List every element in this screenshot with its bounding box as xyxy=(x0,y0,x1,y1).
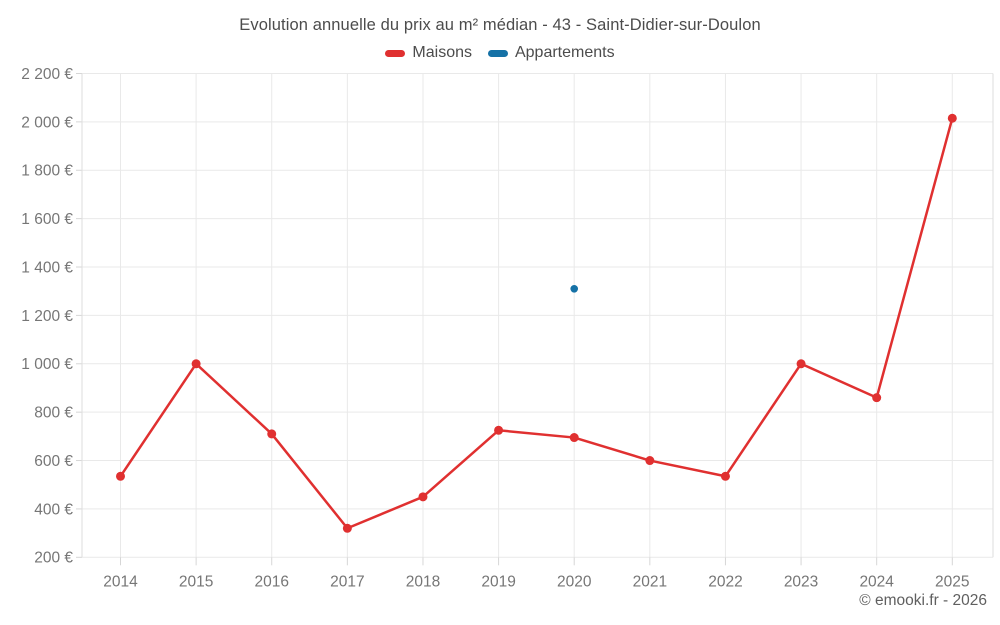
maisons-point[interactable] xyxy=(645,456,655,466)
maisons-point[interactable] xyxy=(267,429,277,439)
x-axis-label: 2014 xyxy=(103,573,138,590)
y-axis-label: 1 200 € xyxy=(21,308,73,325)
x-axis-label: 2021 xyxy=(633,573,667,590)
legend-label-maisons: Maisons xyxy=(412,44,472,61)
y-axis-label: 400 € xyxy=(34,501,73,518)
maisons-point[interactable] xyxy=(872,393,882,403)
y-axis-label: 2 000 € xyxy=(21,114,73,131)
x-axis-label: 2018 xyxy=(406,573,440,590)
maisons-point[interactable] xyxy=(796,359,806,369)
x-axis-label: 2023 xyxy=(784,573,818,590)
maisons-point[interactable] xyxy=(947,113,957,123)
x-axis-label: 2025 xyxy=(935,573,969,590)
appartements-point[interactable] xyxy=(570,284,579,293)
x-axis-label: 2019 xyxy=(481,573,515,590)
x-axis-label: 2022 xyxy=(708,573,742,590)
y-axis-label: 200 € xyxy=(34,550,73,567)
chart-legend: Maisons Appartements xyxy=(0,44,1000,62)
x-axis-label: 2024 xyxy=(859,573,894,590)
maisons-line xyxy=(119,117,954,530)
maisons-point[interactable] xyxy=(342,523,352,533)
y-axis-label: 1 600 € xyxy=(21,211,73,228)
y-axis-label: 1 400 € xyxy=(21,259,73,276)
y-axis-label: 800 € xyxy=(34,405,73,422)
legend-swatch-appartements xyxy=(487,49,508,57)
x-axis-label: 2016 xyxy=(254,573,288,590)
legend-item-appartements[interactable]: Appartements xyxy=(487,44,615,62)
maisons-point[interactable] xyxy=(418,492,428,502)
chart-title: Evolution annuelle du prix au m² médian … xyxy=(239,16,761,34)
y-axis-label: 600 € xyxy=(34,453,73,470)
y-axis-label: 1 800 € xyxy=(21,163,73,180)
copyright-text: © emooki.fr - 2026 xyxy=(859,592,987,609)
legend-swatch-maisons xyxy=(385,49,406,57)
maisons-point[interactable] xyxy=(191,359,201,369)
maisons-point[interactable] xyxy=(116,471,125,481)
maisons-point[interactable] xyxy=(720,471,730,481)
x-axis-label: 2015 xyxy=(179,573,213,590)
y-axis-label: 1 000 € xyxy=(21,356,73,373)
legend-item-maisons[interactable]: Maisons xyxy=(385,44,472,62)
y-axis-label: 2 200 € xyxy=(21,66,73,83)
maisons-point[interactable] xyxy=(494,425,504,435)
legend-label-appartements: Appartements xyxy=(514,44,615,61)
x-axis-label: 2020 xyxy=(557,573,592,590)
maisons-point[interactable] xyxy=(569,433,579,443)
x-axis-label: 2017 xyxy=(330,573,364,590)
